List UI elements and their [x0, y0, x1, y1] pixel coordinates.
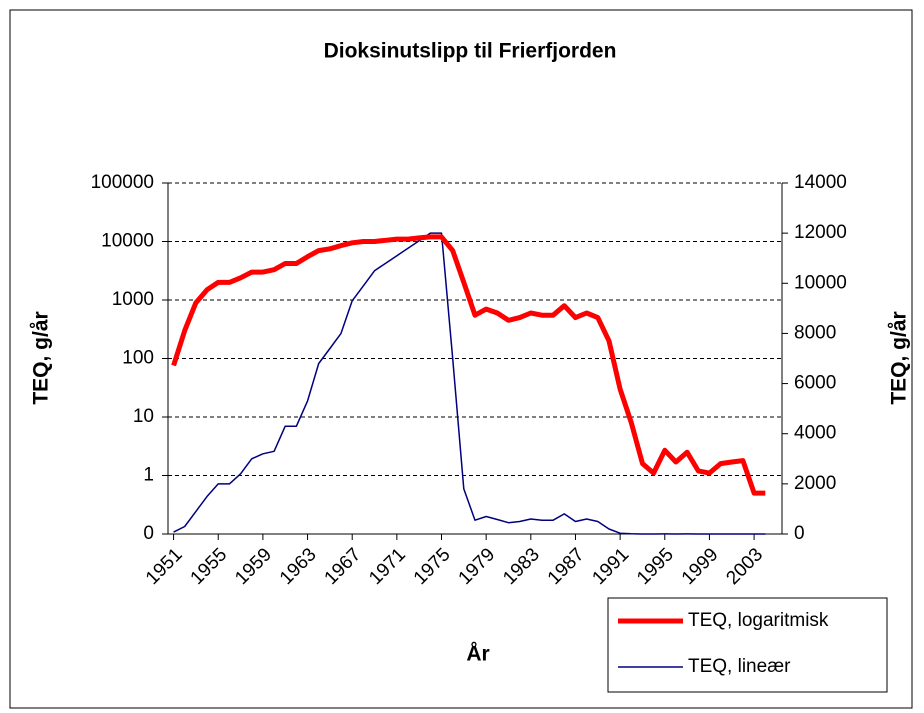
y-tick-label: 100000: [91, 172, 154, 193]
y-tick-label: 0: [143, 523, 154, 544]
series-line: [173, 232, 766, 535]
y2-tick-label: 12000: [794, 222, 847, 243]
y2-tick-label: 0: [794, 523, 805, 544]
legend-box: [607, 597, 888, 693]
y-tick-label: 1000: [112, 289, 154, 310]
y-tick-label: 10000: [101, 231, 154, 252]
chart-border: [9, 9, 913, 709]
y-axis-title: TEQ, g/år: [30, 311, 53, 404]
series-line: [171, 234, 766, 496]
y-tick-label: 1: [143, 465, 154, 486]
x-axis-title: År: [466, 642, 489, 666]
y2-tick-label: 10000: [794, 272, 847, 293]
y-tick-label: 10: [133, 406, 154, 427]
y2-tick-label: 2000: [794, 473, 836, 494]
y2-tick-label: 14000: [794, 172, 847, 193]
chart-title: Dioksinutslipp til Frierfjorden: [324, 40, 617, 63]
legend-label: TEQ, logaritmisk: [688, 610, 829, 631]
y2-tick-label: 8000: [794, 322, 836, 343]
y-tick-label: 100: [122, 348, 154, 369]
y2-tick-label: 4000: [794, 423, 836, 444]
y2-axis-title: TEQ, g/år: [888, 311, 911, 404]
y2-tick-label: 6000: [794, 373, 836, 394]
legend-label: TEQ, lineær: [688, 656, 791, 677]
